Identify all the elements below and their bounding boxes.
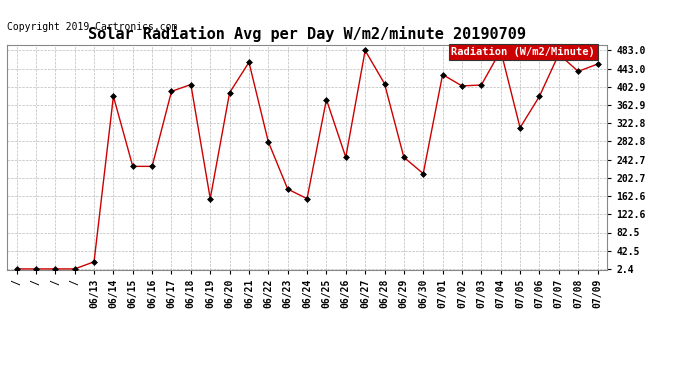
Text: Copyright 2019 Cartronics.com: Copyright 2019 Cartronics.com — [7, 21, 177, 32]
Text: Radiation (W/m2/Minute): Radiation (W/m2/Minute) — [451, 47, 595, 57]
Title: Solar Radiation Avg per Day W/m2/minute 20190709: Solar Radiation Avg per Day W/m2/minute … — [88, 27, 526, 42]
